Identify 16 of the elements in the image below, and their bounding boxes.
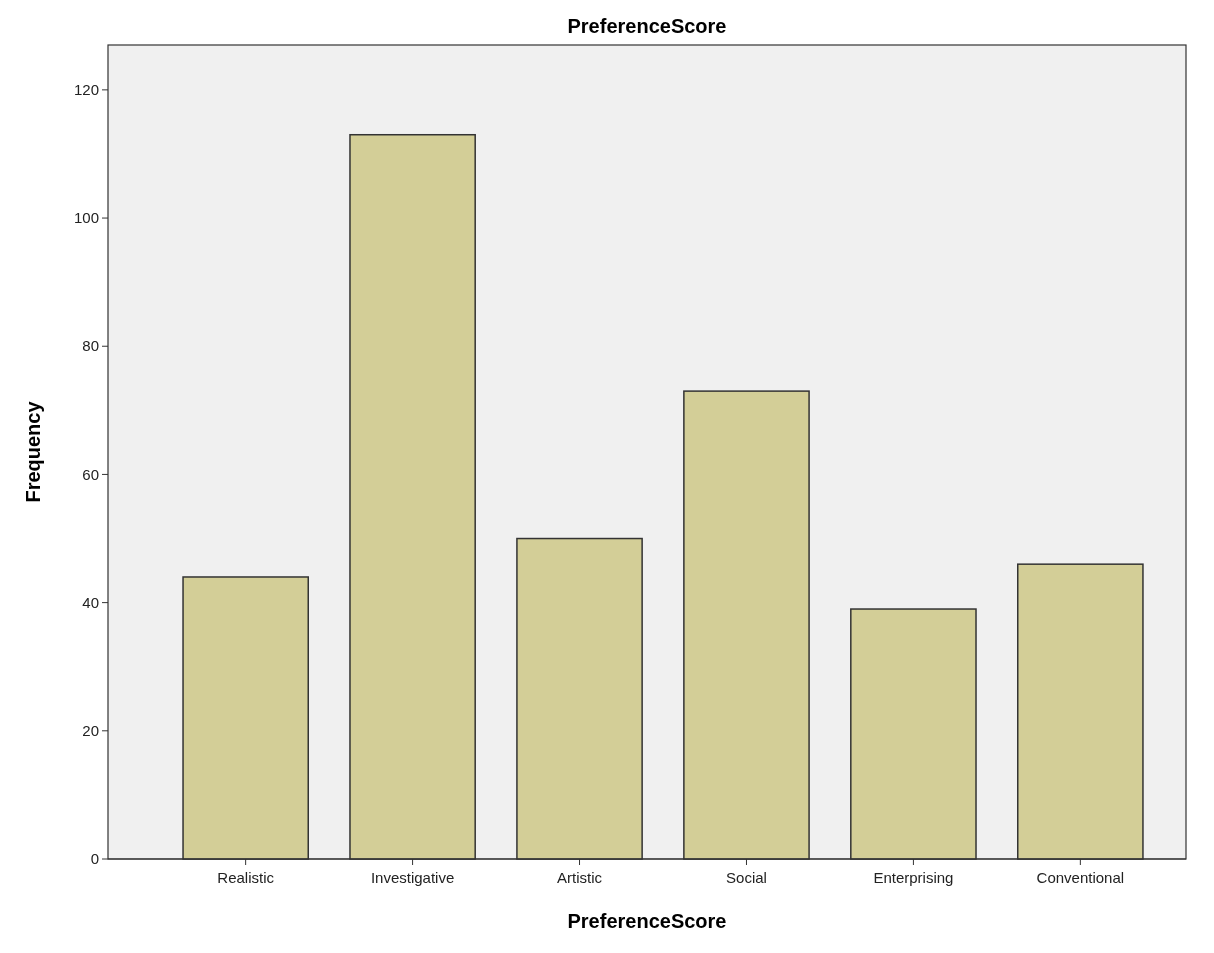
y-tick-label: 0 (90, 850, 99, 868)
x-tick-label: Enterprising (873, 869, 954, 886)
x-tick-label: Artistic (557, 869, 603, 886)
y-axis-title: Frequency (22, 400, 44, 503)
y-tick-label: 80 (82, 337, 99, 355)
y-tick-label: 60 (82, 465, 99, 483)
x-tick-label: Social (726, 869, 767, 886)
y-tick-label: 120 (73, 81, 99, 99)
chart-title: PreferenceScore (567, 15, 727, 37)
x-tick-label: Conventional (1036, 869, 1125, 886)
x-tick-label: Realistic (217, 869, 275, 886)
x-tick-label: Investigative (370, 869, 455, 886)
y-tick-label: 20 (82, 722, 99, 740)
x-axis-title: PreferenceScore (567, 910, 727, 932)
y-tick-label: 40 (82, 593, 99, 611)
y-tick-label: 100 (73, 209, 99, 227)
